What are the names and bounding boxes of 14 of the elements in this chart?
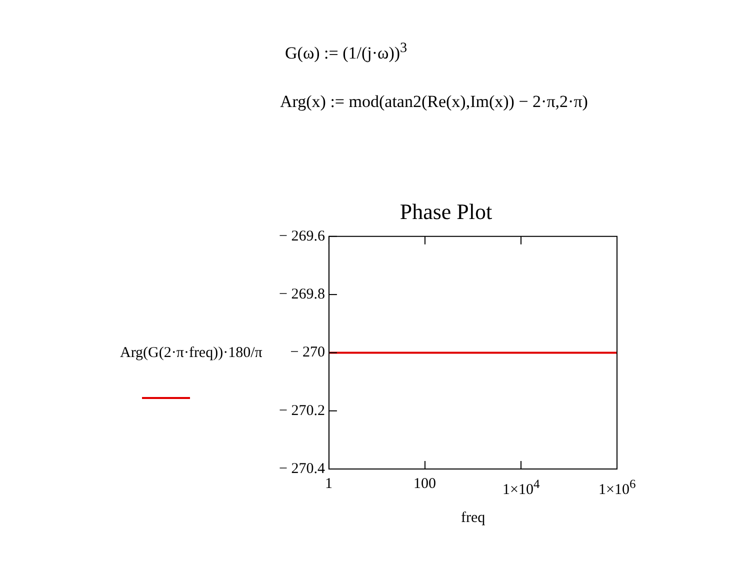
x-tick-label: 100	[413, 475, 436, 493]
y-tick-label: − 270	[290, 344, 325, 361]
x-tick-label: 1	[324, 475, 332, 493]
text: Arg(x) := mod(atan2(Re(x),Im(x)) − 2·π,2·π)	[280, 92, 588, 112]
x-axis-title: freq	[460, 510, 486, 527]
y-tick-label: − 270.2	[278, 402, 325, 419]
x-tick-label: 1×10$^{6}$	[598, 476, 636, 499]
y-tick-label: − 270.4	[278, 460, 326, 477]
y-tick-label: − 269.6	[278, 228, 326, 244]
text: G(ω) := (1/(j·ω))$^{3}$	[285, 40, 408, 64]
y-tick-label: − 269.8	[278, 286, 325, 302]
x-tick-label: 1×10$^{4}$	[502, 476, 540, 499]
chart-title: Phase Plot	[400, 198, 492, 224]
y-axis-title: Arg(G(2·π·freq))·180/π	[120, 345, 262, 362]
